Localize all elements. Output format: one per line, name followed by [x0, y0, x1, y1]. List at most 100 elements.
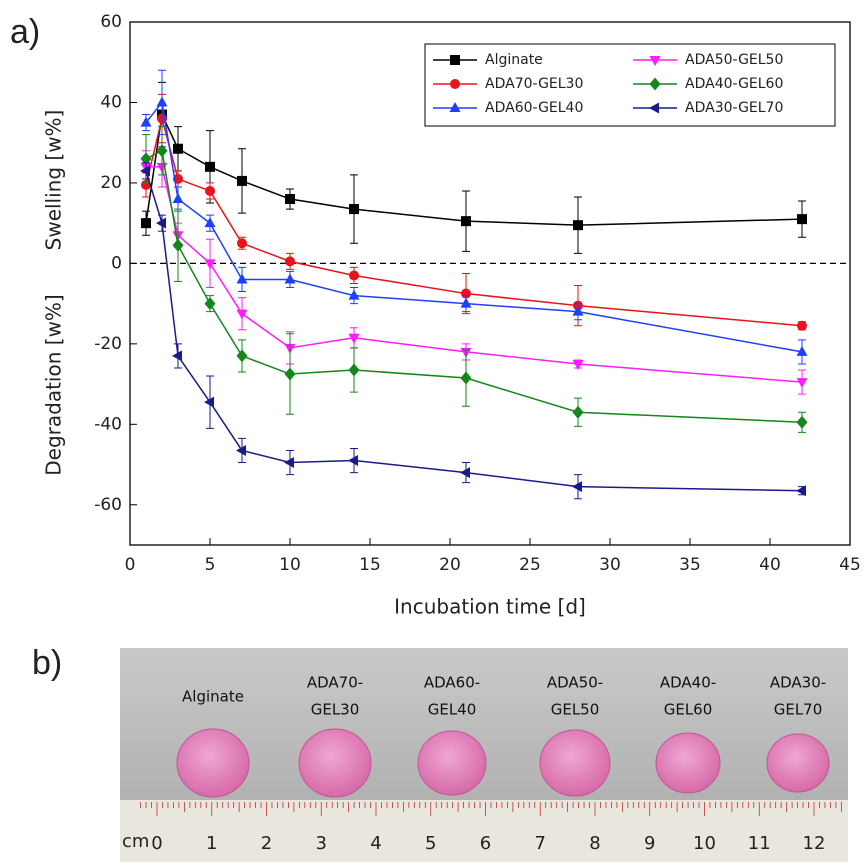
legend-label: ADA70-GEL30: [485, 76, 583, 92]
legend-label: ADA50-GEL50: [685, 52, 783, 68]
marker: [572, 481, 582, 493]
series-line: [145, 100, 803, 353]
marker: [140, 116, 152, 127]
x-tick-label: 0: [125, 555, 136, 575]
ruler-label: 10: [693, 833, 716, 854]
series-line: [145, 111, 803, 226]
sample-label: ADA60-: [424, 674, 480, 692]
x-tick-label: 35: [679, 555, 701, 575]
series: [140, 126, 808, 433]
marker: [172, 238, 184, 252]
marker: [172, 193, 184, 204]
hydrogel-disc: [655, 732, 721, 794]
ruler: [120, 800, 848, 862]
sample-label: GEL70: [774, 701, 823, 719]
marker: [461, 216, 471, 227]
x-axis-label: Incubation time [d]: [394, 595, 586, 619]
ruler-label: 6: [480, 833, 491, 854]
marker: [156, 144, 168, 158]
marker: [236, 349, 248, 363]
y-tick-label: -40: [94, 414, 122, 434]
marker: [449, 102, 461, 112]
marker: [173, 143, 183, 154]
ruler-unit: cm: [122, 831, 149, 852]
ruler-label: 3: [316, 833, 327, 854]
marker: [460, 467, 470, 479]
y-axis-label: Swelling [w%]: [42, 110, 66, 251]
sample-label: GEL60: [664, 701, 713, 719]
hydrogel-disc: [176, 728, 250, 798]
marker: [141, 218, 151, 229]
legend-label: Alginate: [485, 52, 543, 68]
x-tick-label: 30: [599, 555, 621, 575]
marker: [205, 185, 215, 196]
ruler-label: 8: [589, 833, 600, 854]
ruler-label: 5: [425, 833, 436, 854]
y-axis-label: Degradation [w%]: [42, 294, 66, 475]
series-line: [146, 166, 803, 383]
marker: [797, 214, 807, 225]
marker: [156, 217, 166, 229]
marker: [649, 77, 661, 91]
marker: [140, 152, 152, 166]
ruler-label: 7: [535, 833, 546, 854]
marker: [140, 165, 150, 177]
marker: [204, 259, 216, 270]
panel-label: a): [10, 13, 40, 51]
marker: [572, 405, 584, 419]
legend: Alginate ADA70-GEL30 ADA60-GEL40 ADA50-GEL5…: [424, 43, 836, 127]
legend-box: [424, 43, 836, 127]
sample-label: ADA70-: [307, 674, 363, 692]
x-tick-label: 20: [439, 555, 461, 575]
marker: [649, 56, 661, 66]
marker: [450, 79, 460, 89]
sample-label: ADA40-: [660, 674, 716, 692]
hydrogel-disc: [298, 728, 372, 798]
y-tick-label: -20: [94, 334, 122, 354]
sample-label: ADA50-: [547, 674, 603, 692]
marker: [460, 297, 472, 308]
marker: [237, 175, 247, 186]
marker: [236, 309, 248, 320]
sample-label: GEL40: [428, 701, 477, 719]
plot-frame: [129, 21, 851, 546]
marker: [205, 161, 215, 172]
y-tick-label: -60: [94, 495, 122, 515]
marker: [285, 256, 295, 267]
marker: [796, 485, 806, 497]
sample-label: ADA30-: [770, 674, 826, 692]
marker: [172, 350, 182, 362]
series-line: [145, 149, 803, 424]
marker: [284, 273, 296, 284]
marker: [348, 455, 358, 467]
hydrogel-disc: [539, 729, 611, 797]
marker: [573, 220, 583, 231]
marker: [796, 378, 808, 389]
series-line: [145, 170, 803, 492]
marker: [236, 273, 248, 284]
x-tick-label: 45: [839, 555, 861, 575]
sample-label: GEL30: [311, 701, 360, 719]
ruler-label: 12: [803, 833, 826, 854]
marker: [349, 270, 359, 281]
sample-label: GEL50: [551, 701, 600, 719]
y-tick-label: 0: [111, 253, 122, 273]
panel-label: b): [32, 644, 62, 682]
plot: 0 5 10 15 20 25 30 35 40 45 -60 -40 -20 0 20 40 60 Algina…: [94, 12, 861, 575]
ruler-label: 1: [206, 833, 217, 854]
marker: [204, 217, 216, 228]
marker: [348, 363, 360, 377]
x-tick-label: 40: [759, 555, 781, 575]
y-tick-label: 60: [100, 12, 122, 32]
series: [140, 69, 808, 365]
marker: [284, 367, 296, 381]
marker: [285, 194, 295, 205]
marker: [796, 345, 808, 356]
hydrogel-disc: [766, 733, 830, 793]
hydrogel-disc: [417, 730, 487, 796]
marker: [460, 371, 472, 385]
sample-label: Alginate: [182, 688, 244, 706]
marker: [237, 238, 247, 249]
y-tick-label: 40: [100, 92, 122, 112]
